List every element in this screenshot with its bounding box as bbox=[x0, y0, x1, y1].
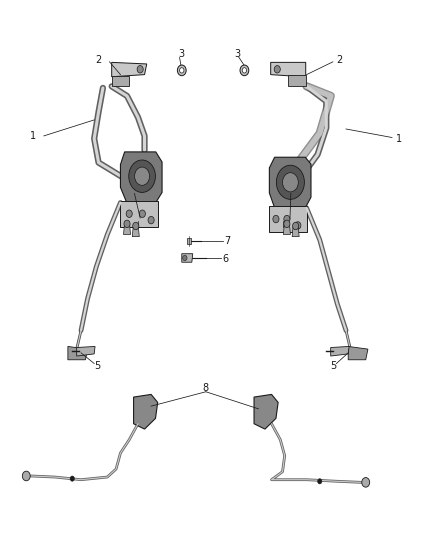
Polygon shape bbox=[112, 62, 147, 77]
Text: 5: 5 bbox=[331, 361, 337, 371]
Polygon shape bbox=[254, 394, 278, 429]
Circle shape bbox=[124, 220, 130, 228]
Text: 4: 4 bbox=[286, 217, 292, 227]
Polygon shape bbox=[269, 157, 311, 208]
Text: 4: 4 bbox=[137, 217, 143, 227]
Circle shape bbox=[134, 167, 149, 185]
Polygon shape bbox=[271, 62, 306, 77]
Circle shape bbox=[274, 66, 280, 73]
Circle shape bbox=[283, 173, 298, 192]
Circle shape bbox=[177, 65, 186, 76]
Circle shape bbox=[22, 471, 30, 481]
Polygon shape bbox=[124, 225, 131, 235]
Polygon shape bbox=[120, 201, 158, 227]
Text: 3: 3 bbox=[234, 50, 240, 59]
Circle shape bbox=[70, 476, 74, 481]
Text: 1: 1 bbox=[396, 134, 402, 143]
Text: 3: 3 bbox=[179, 50, 185, 59]
Text: 2: 2 bbox=[336, 55, 342, 64]
Text: 5: 5 bbox=[94, 361, 100, 371]
Circle shape bbox=[318, 479, 322, 484]
Text: 6: 6 bbox=[223, 254, 229, 263]
Polygon shape bbox=[112, 76, 129, 86]
Polygon shape bbox=[288, 75, 306, 86]
Circle shape bbox=[273, 215, 279, 223]
Circle shape bbox=[284, 215, 290, 223]
Polygon shape bbox=[132, 227, 139, 237]
Polygon shape bbox=[134, 394, 158, 429]
Circle shape bbox=[276, 165, 304, 199]
Text: 7: 7 bbox=[224, 236, 230, 246]
Polygon shape bbox=[68, 346, 88, 360]
Circle shape bbox=[295, 222, 301, 229]
Polygon shape bbox=[120, 152, 162, 203]
Circle shape bbox=[126, 210, 132, 217]
Circle shape bbox=[139, 210, 145, 217]
Circle shape bbox=[240, 65, 249, 76]
Polygon shape bbox=[187, 238, 191, 244]
Circle shape bbox=[129, 160, 155, 192]
Circle shape bbox=[133, 222, 139, 230]
Circle shape bbox=[148, 216, 154, 224]
Polygon shape bbox=[331, 346, 349, 356]
Polygon shape bbox=[182, 254, 193, 262]
Text: 2: 2 bbox=[95, 55, 102, 64]
Text: 8: 8 bbox=[203, 383, 209, 393]
Circle shape bbox=[137, 66, 143, 73]
Polygon shape bbox=[283, 225, 290, 235]
Polygon shape bbox=[348, 346, 368, 360]
Polygon shape bbox=[77, 346, 95, 356]
Polygon shape bbox=[269, 206, 307, 232]
Circle shape bbox=[242, 68, 247, 73]
Circle shape bbox=[284, 220, 290, 228]
Circle shape bbox=[293, 222, 299, 230]
Circle shape bbox=[183, 255, 187, 261]
Circle shape bbox=[180, 68, 184, 73]
Circle shape bbox=[362, 478, 370, 487]
Text: 1: 1 bbox=[30, 131, 36, 141]
Polygon shape bbox=[292, 227, 299, 237]
